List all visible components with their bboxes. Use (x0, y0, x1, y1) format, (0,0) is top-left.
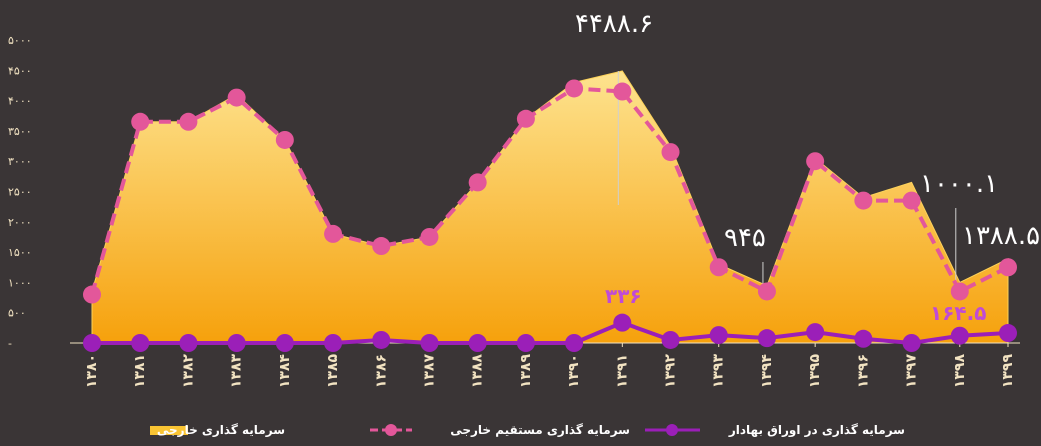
purple-series-point (757, 329, 776, 348)
data-label: ۱۰۰۰.۱ (920, 169, 998, 199)
dashed-series-point (806, 152, 825, 171)
purple-series (83, 313, 1017, 352)
x-tick-label: ۱۳۹۵ (807, 354, 823, 389)
x-tick-label: ۱۳۹۷ (904, 354, 920, 389)
y-tick-label: ۵۰۰۰ (8, 34, 32, 47)
area-series (91, 70, 1009, 344)
dashed-series-point (324, 224, 343, 243)
x-tick-label: ۱۳۸۱ (132, 354, 148, 388)
y-tick-label: ۴۰۰۰ (8, 95, 32, 108)
y-tick-label: ۳۰۰۰ (8, 155, 32, 168)
dashed-series-point (950, 282, 969, 301)
x-tick-label: ۱۳۹۹ (1000, 354, 1016, 389)
dashed-series-point (179, 112, 198, 131)
data-label: ۴۴۸۸.۶ (575, 9, 653, 39)
dashed-series-point (613, 82, 632, 101)
purple-series-point (324, 334, 343, 352)
dashed-series-point (709, 258, 728, 277)
purple-series-point (565, 334, 584, 352)
purple-series-point (420, 334, 439, 352)
area-fill (91, 70, 1009, 344)
x-tick-label: ۱۳۹۲ (663, 354, 679, 389)
dashed-series-point (131, 112, 150, 131)
y-axis-ticks: ۵۰۰۰ ۴۵۰۰ ۴۰۰۰ ۳۵۰۰ ۳۰۰۰ ۲۵۰۰ ۲۰۰۰ ۱۵۰۰ ۱۰۰۰ ۵۰۰ - (8, 34, 32, 350)
x-tick-label: ۱۳۹۱ (614, 354, 630, 388)
x-tick-label: ۱۳۹۸ (952, 354, 968, 389)
x-tick-label: ۱۳۸۶ (373, 354, 389, 388)
y-tick-label: ۴۵۰۰ (8, 64, 32, 77)
legend: سرمایه گذاری خارجی سرمایه گذاری مستقیم خا… (150, 423, 905, 438)
purple-series-point (179, 334, 198, 352)
purple-series-point (83, 334, 101, 352)
dashed-series-point (420, 227, 439, 246)
y-tick-label: ۲۰۰۰ (8, 216, 32, 229)
legend-label-area: سرمایه گذاری خارجی (157, 423, 285, 437)
dashed-series-point (999, 258, 1017, 277)
dashed-series-line (90, 86, 1009, 296)
dashed-series-point (661, 143, 680, 162)
dashed-series-point (83, 285, 101, 304)
purple-series-point (372, 330, 391, 349)
dashed-series-point (757, 282, 776, 301)
y-tick-label: ۱۵۰۰ (8, 246, 32, 259)
dashed-series-point (275, 130, 294, 149)
data-label: ۹۴۵ (724, 223, 766, 253)
dashed-series-point (372, 237, 391, 256)
y-tick-label: ۱۰۰۰ (8, 276, 32, 289)
purple-series-point (468, 334, 487, 352)
x-tick-label: ۱۳۸۴ (277, 354, 293, 389)
x-tick-label: ۱۳۸۷ (421, 354, 437, 389)
y-tick-label: ۵۰۰ (8, 307, 26, 320)
legend-swatch-dashed-point (385, 424, 397, 436)
x-tick-label: ۱۳۸۵ (325, 354, 341, 389)
purple-series-point (709, 326, 728, 345)
data-label: ۱۳۸۸.۵ (962, 221, 1040, 251)
dashed-series-point (516, 109, 535, 128)
x-tick-label: ۱۳۸۸ (470, 354, 486, 389)
dashed-series-point (468, 173, 487, 192)
x-tick-label: ۱۳۹۴ (759, 354, 775, 389)
data-label: ۱۶۴.۵ (930, 301, 986, 325)
purple-series-point (999, 324, 1017, 343)
data-label: ۳۳۶ (605, 284, 642, 308)
legend-swatch-purple-point (666, 424, 678, 436)
y-tick-label: - (8, 337, 12, 350)
purple-series-point (613, 313, 632, 332)
x-tick-label: ۱۳۹۳ (711, 354, 727, 389)
dashed-series-point (227, 88, 246, 107)
legend-swatch-area (150, 426, 188, 435)
dashed-series-point (854, 191, 873, 210)
purple-series-point (131, 334, 150, 352)
purple-series-point (227, 334, 246, 352)
dashed-series (83, 79, 1017, 304)
dashed-series-point (565, 79, 584, 98)
purple-series-point (902, 334, 921, 352)
x-tick-label: ۱۳۹۶ (855, 354, 871, 388)
purple-series-point (950, 326, 969, 345)
annotations: ۴۴۸۸.۶ ۹۴۵ ۱۰۰۰.۱ ۱۳۸۸.۵ ۳۳۶ ۱۶۴.۵ (575, 9, 1040, 325)
purple-series-point (661, 330, 680, 349)
purple-series-point (806, 323, 825, 342)
x-tick-label: ۱۳۹۰ (566, 354, 582, 388)
x-axis-ticks: ۱۳۸۰ ۱۳۸۱ ۱۳۸۲ ۱۳۸۳ ۱۳۸۴ ۱۳۸۵ ۱۳۸۶ ۱۳۸۷ ۱۳۸۸ ۱۳۸۹… (84, 354, 1016, 389)
x-tick-label: ۱۳۸۹ (518, 354, 534, 389)
y-tick-label: ۳۵۰۰ (8, 125, 32, 138)
x-tick-label: ۱۳۸۰ (84, 354, 100, 388)
legend-label-purple: سرمایه گذاری در اوراق بهادار (728, 423, 905, 438)
purple-series-point (854, 329, 873, 348)
purple-series-point (516, 334, 535, 352)
purple-series-point (275, 334, 294, 352)
legend-label-dashed: سرمایه گذاری مستقیم خارجی (450, 423, 630, 437)
x-tick-label: ۱۳۸۳ (229, 354, 245, 389)
x-tick-label: ۱۳۸۲ (180, 354, 196, 389)
y-tick-label: ۲۵۰۰ (8, 186, 32, 199)
dashed-series-point (902, 191, 921, 210)
